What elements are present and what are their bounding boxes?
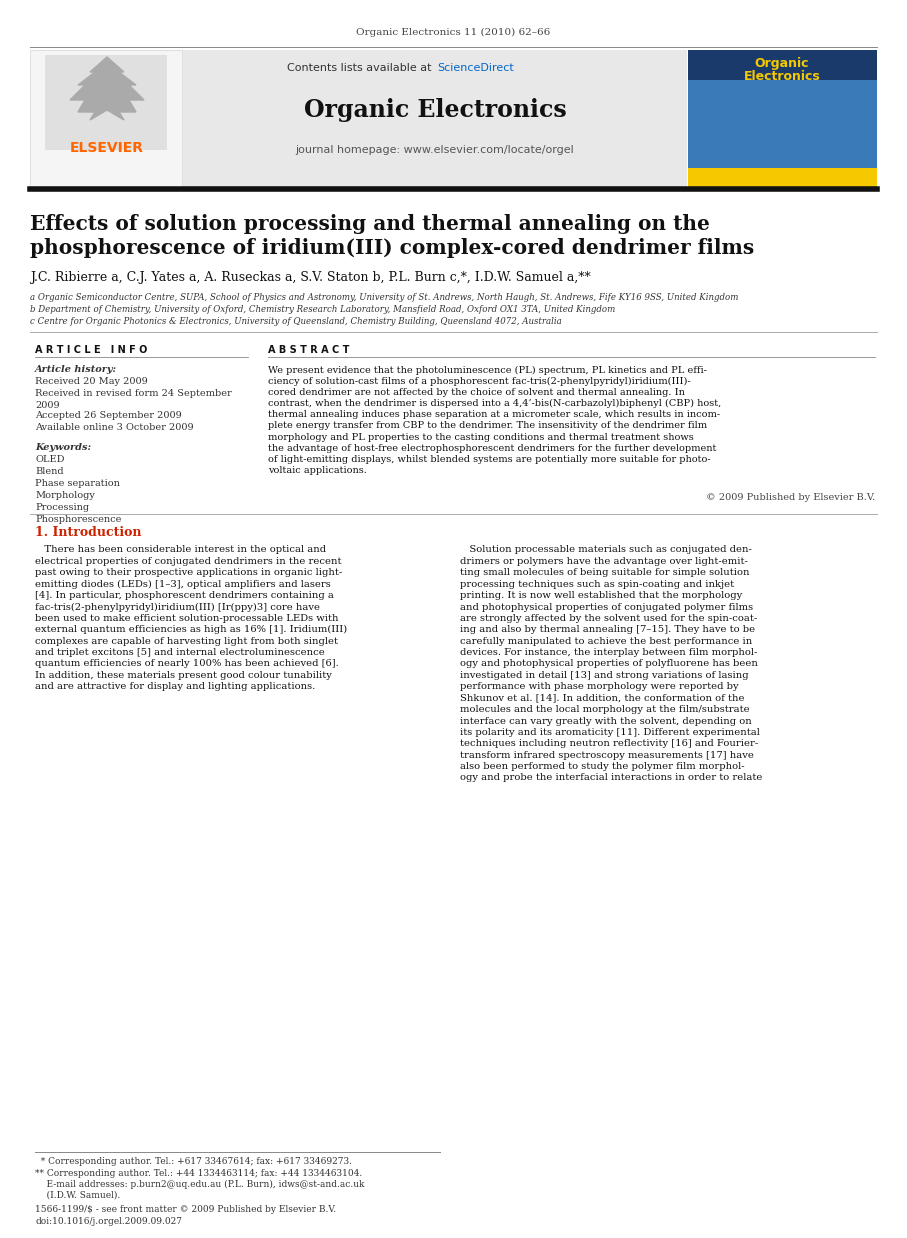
Text: emitting diodes (LEDs) [1–3], optical amplifiers and lasers: emitting diodes (LEDs) [1–3], optical am…	[35, 579, 331, 589]
Text: Shkunov et al. [14]. In addition, the conformation of the: Shkunov et al. [14]. In addition, the co…	[460, 693, 745, 703]
Text: ting small molecules of being suitable for simple solution: ting small molecules of being suitable f…	[460, 568, 749, 577]
Text: doi:10.1016/j.orgel.2009.09.027: doi:10.1016/j.orgel.2009.09.027	[35, 1217, 182, 1227]
Text: electrical properties of conjugated dendrimers in the recent: electrical properties of conjugated dend…	[35, 557, 342, 566]
Text: ScienceDirect: ScienceDirect	[437, 63, 513, 73]
Text: voltaic applications.: voltaic applications.	[268, 467, 366, 475]
Text: (I.D.W. Samuel).: (I.D.W. Samuel).	[35, 1191, 121, 1200]
Text: Organic: Organic	[755, 57, 809, 69]
Text: and are attractive for display and lighting applications.: and are attractive for display and light…	[35, 682, 316, 691]
Text: fac-tris(2-phenylpyridyl)iridium(III) [Ir(ppy)3] core have: fac-tris(2-phenylpyridyl)iridium(III) [I…	[35, 603, 320, 612]
Text: ing and also by thermal annealing [7–15]. They have to be: ing and also by thermal annealing [7–15]…	[460, 625, 756, 634]
Text: Phase separation: Phase separation	[35, 479, 120, 489]
FancyBboxPatch shape	[45, 54, 167, 150]
Text: of light-emitting displays, whilst blended systems are potentially more suitable: of light-emitting displays, whilst blend…	[268, 456, 710, 464]
Text: * Corresponding author. Tel.: +617 33467614; fax: +617 33469273.: * Corresponding author. Tel.: +617 33467…	[35, 1158, 352, 1166]
Text: ELSEVIER: ELSEVIER	[70, 141, 144, 155]
Text: 1. Introduction: 1. Introduction	[35, 525, 141, 539]
FancyBboxPatch shape	[30, 50, 182, 188]
Polygon shape	[70, 57, 144, 120]
Text: interface can vary greatly with the solvent, depending on: interface can vary greatly with the solv…	[460, 717, 752, 725]
Text: ogy and photophysical properties of polyfluorene has been: ogy and photophysical properties of poly…	[460, 660, 758, 669]
Text: techniques including neutron reflectivity [16] and Fourier-: techniques including neutron reflectivit…	[460, 739, 758, 748]
Text: b Department of Chemistry, University of Oxford, Chemistry Research Laboratory, : b Department of Chemistry, University of…	[30, 306, 615, 314]
Text: © 2009 Published by Elsevier B.V.: © 2009 Published by Elsevier B.V.	[706, 494, 875, 503]
Text: 1566-1199/$ - see front matter © 2009 Published by Elsevier B.V.: 1566-1199/$ - see front matter © 2009 Pu…	[35, 1206, 336, 1214]
Text: ogy and probe the interfacial interactions in order to relate: ogy and probe the interfacial interactio…	[460, 774, 763, 782]
FancyBboxPatch shape	[688, 50, 877, 188]
Text: contrast, when the dendrimer is dispersed into a 4,4’-bis(N-carbazolyl)biphenyl : contrast, when the dendrimer is disperse…	[268, 399, 721, 409]
Text: carefully manipulated to achieve the best performance in: carefully manipulated to achieve the bes…	[460, 636, 752, 646]
Text: Phosphorescence: Phosphorescence	[35, 515, 122, 525]
Text: [4]. In particular, phosphorescent dendrimers containing a: [4]. In particular, phosphorescent dendr…	[35, 591, 334, 600]
Text: OLED: OLED	[35, 456, 64, 464]
Text: been used to make efficient solution-processable LEDs with: been used to make efficient solution-pro…	[35, 614, 338, 623]
Text: Blend: Blend	[35, 468, 63, 477]
Text: complexes are capable of harvesting light from both singlet: complexes are capable of harvesting ligh…	[35, 636, 338, 646]
Text: morphology and PL properties to the casting conditions and thermal treatment sho: morphology and PL properties to the cast…	[268, 433, 694, 442]
Text: A R T I C L E   I N F O: A R T I C L E I N F O	[35, 345, 147, 355]
Text: Received in revised form 24 September: Received in revised form 24 September	[35, 390, 232, 399]
Text: and photophysical properties of conjugated polymer films: and photophysical properties of conjugat…	[460, 603, 753, 612]
Text: performance with phase morphology were reported by: performance with phase morphology were r…	[460, 682, 738, 691]
FancyBboxPatch shape	[688, 80, 877, 168]
Text: the advantage of host-free electrophosphorescent dendrimers for the further deve: the advantage of host-free electrophosph…	[268, 444, 717, 453]
Text: ciency of solution-cast films of a phosphorescent fac-tris(2-phenylpyridyl)iridi: ciency of solution-cast films of a phosp…	[268, 376, 690, 386]
Text: Received 20 May 2009: Received 20 May 2009	[35, 378, 148, 386]
Text: printing. It is now well established that the morphology: printing. It is now well established tha…	[460, 591, 742, 600]
Text: E-mail addresses: p.burn2@uq.edu.au (P.L. Burn), idws@st-and.ac.uk: E-mail addresses: p.burn2@uq.edu.au (P.L…	[35, 1180, 365, 1188]
Text: 2009: 2009	[35, 401, 60, 410]
Text: and triplet excitons [5] and internal electroluminescence: and triplet excitons [5] and internal el…	[35, 649, 325, 657]
Text: investigated in detail [13] and strong variations of lasing: investigated in detail [13] and strong v…	[460, 671, 748, 680]
Text: drimers or polymers have the advantage over light-emit-: drimers or polymers have the advantage o…	[460, 557, 748, 566]
Text: Accepted 26 September 2009: Accepted 26 September 2009	[35, 411, 181, 421]
Text: a Organic Semiconductor Centre, SUPA, School of Physics and Astronomy, Universit: a Organic Semiconductor Centre, SUPA, Sc…	[30, 293, 738, 302]
Text: quantum efficiencies of nearly 100% has been achieved [6].: quantum efficiencies of nearly 100% has …	[35, 660, 338, 669]
Text: also been performed to study the polymer film morphol-: also been performed to study the polymer…	[460, 763, 745, 771]
Text: c Centre for Organic Photonics & Electronics, University of Queensland, Chemistr: c Centre for Organic Photonics & Electro…	[30, 317, 561, 327]
Text: molecules and the local morphology at the film/substrate: molecules and the local morphology at th…	[460, 706, 749, 714]
Text: phosphorescence of iridium(III) complex-cored dendrimer films: phosphorescence of iridium(III) complex-…	[30, 238, 755, 258]
Text: Effects of solution processing and thermal annealing on the: Effects of solution processing and therm…	[30, 214, 710, 234]
Text: There has been considerable interest in the optical and: There has been considerable interest in …	[35, 546, 327, 555]
Text: Organic Electronics 11 (2010) 62–66: Organic Electronics 11 (2010) 62–66	[356, 27, 551, 37]
Text: Available online 3 October 2009: Available online 3 October 2009	[35, 423, 193, 432]
Text: J.C. Ribierre a, C.J. Yates a, A. Ruseckas a, S.V. Staton b, P.L. Burn c,*, I.D.: J.C. Ribierre a, C.J. Yates a, A. Ruseck…	[30, 271, 590, 285]
Text: Processing: Processing	[35, 504, 89, 513]
Text: A B S T R A C T: A B S T R A C T	[268, 345, 349, 355]
Text: Contents lists available at: Contents lists available at	[287, 63, 435, 73]
Text: past owing to their prospective applications in organic light-: past owing to their prospective applicat…	[35, 568, 342, 577]
Text: Morphology: Morphology	[35, 491, 95, 500]
Text: In addition, these materials present good colour tunability: In addition, these materials present goo…	[35, 671, 332, 680]
Text: Keywords:: Keywords:	[35, 443, 91, 453]
Text: thermal annealing induces phase separation at a micrometer scale, which results : thermal annealing induces phase separati…	[268, 410, 720, 420]
Text: ** Corresponding author. Tel.: +44 1334463114; fax: +44 1334463104.: ** Corresponding author. Tel.: +44 13344…	[35, 1169, 362, 1177]
Text: cored dendrimer are not affected by the choice of solvent and thermal annealing.: cored dendrimer are not affected by the …	[268, 387, 685, 397]
Text: We present evidence that the photoluminescence (PL) spectrum, PL kinetics and PL: We present evidence that the photolumine…	[268, 365, 707, 375]
Text: journal homepage: www.elsevier.com/locate/orgel: journal homepage: www.elsevier.com/locat…	[296, 145, 574, 155]
Text: devices. For instance, the interplay between film morphol-: devices. For instance, the interplay bet…	[460, 649, 757, 657]
Text: plete energy transfer from CBP to the dendrimer. The insensitivity of the dendri: plete energy transfer from CBP to the de…	[268, 421, 707, 431]
Text: are strongly affected by the solvent used for the spin-coat-: are strongly affected by the solvent use…	[460, 614, 757, 623]
Text: transform infrared spectroscopy measurements [17] have: transform infrared spectroscopy measurem…	[460, 750, 754, 760]
Text: Electronics: Electronics	[744, 69, 820, 83]
Text: Organic Electronics: Organic Electronics	[304, 98, 566, 123]
Text: Solution processable materials such as conjugated den-: Solution processable materials such as c…	[460, 546, 752, 555]
Text: its polarity and its aromaticity [11]. Different experimental: its polarity and its aromaticity [11]. D…	[460, 728, 760, 737]
Text: processing techniques such as spin-coating and inkjet: processing techniques such as spin-coati…	[460, 579, 734, 589]
Text: external quantum efficiencies as high as 16% [1]. Iridium(III): external quantum efficiencies as high as…	[35, 625, 347, 634]
Text: Article history:: Article history:	[35, 365, 117, 375]
FancyBboxPatch shape	[688, 168, 877, 188]
FancyBboxPatch shape	[183, 50, 687, 188]
